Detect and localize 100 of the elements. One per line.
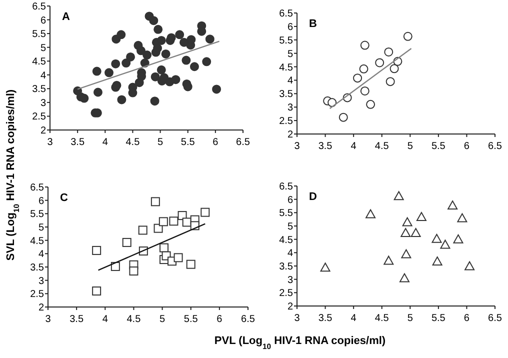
x-axis-title: PVL (Log$_{10}$ HIV-1 RNA copies/ml)	[214, 335, 386, 350]
x-tick-label: 5.5	[180, 137, 196, 148]
point	[186, 260, 196, 269]
y-tick-label: 6.5	[279, 182, 294, 192]
y-tick-label: 3	[287, 274, 294, 286]
x-tick-label: 5.5	[431, 313, 446, 324]
x-tick-label: 6	[216, 314, 223, 325]
y-tick-label: 2.5	[30, 289, 44, 300]
x-tick-label: 3.5	[70, 137, 85, 148]
point	[360, 86, 370, 96]
point	[136, 46, 146, 56]
point	[161, 49, 170, 58]
y-tick-label: 6.5	[32, 2, 46, 12]
point	[320, 262, 330, 272]
point	[142, 50, 152, 60]
x-tick-label: 4.5	[374, 313, 390, 324]
x-tick-label: 6	[464, 313, 470, 324]
point	[122, 238, 132, 247]
y-tick-label: 5.5	[32, 29, 46, 40]
point	[394, 191, 404, 200]
y-tick-label: 5.5	[279, 35, 294, 46]
point	[129, 266, 138, 276]
point	[403, 32, 412, 41]
annotation: C	[60, 192, 68, 204]
x-tick-label: 5	[160, 314, 166, 325]
y-tick-label: 4.5	[279, 234, 294, 246]
x-tick-label: 3.5	[318, 313, 333, 324]
point	[182, 56, 191, 65]
point	[202, 57, 212, 66]
y-tick-label: 5	[40, 42, 46, 54]
y-tick-label: 5.5	[279, 208, 294, 220]
point	[169, 216, 178, 226]
point	[386, 77, 395, 86]
point	[149, 16, 158, 26]
point	[359, 64, 368, 74]
x-tick-label: 3.5	[318, 141, 333, 152]
point	[160, 243, 168, 252]
point	[353, 74, 362, 83]
point	[111, 59, 120, 68]
point	[104, 68, 114, 78]
point	[457, 213, 468, 222]
point	[150, 197, 160, 206]
point	[154, 24, 163, 34]
annotation: D	[309, 191, 317, 203]
x-tick-label: 4	[350, 141, 357, 152]
point	[122, 58, 131, 68]
point	[400, 228, 411, 237]
x-tick-label: 6.5	[236, 137, 250, 148]
point	[200, 208, 210, 217]
point	[416, 212, 426, 221]
y-tick-label: 6	[40, 15, 46, 26]
point	[401, 249, 412, 258]
point	[366, 100, 376, 109]
point	[158, 217, 168, 226]
point	[453, 234, 464, 244]
point	[410, 228, 421, 237]
x-tick-label: 5	[158, 137, 164, 148]
y-tick-label: 4	[287, 248, 294, 260]
point	[464, 261, 475, 270]
y-tick-label: 6.5	[30, 182, 44, 194]
y-tick-label: 3.5	[32, 84, 46, 96]
point	[205, 34, 214, 44]
y-tick-label: 2.5	[32, 112, 46, 123]
point	[384, 256, 394, 265]
x-tick-label: 5	[407, 141, 414, 152]
point	[360, 40, 370, 50]
point	[156, 36, 166, 45]
y-tick-label: 5	[38, 222, 44, 234]
annotation: A	[62, 11, 70, 23]
point	[116, 30, 126, 40]
point	[154, 224, 163, 233]
point	[212, 84, 222, 94]
y-tick-label: 5	[287, 48, 294, 60]
x-tick-label: 6.5	[488, 141, 502, 152]
x-tick-label: 3	[294, 313, 300, 324]
y-tick-label: 4	[40, 70, 46, 82]
point	[174, 253, 183, 262]
y-tick-label: 3.5	[279, 262, 294, 272]
point	[390, 64, 399, 74]
point	[190, 62, 199, 72]
x-tick-label: 4	[350, 313, 357, 324]
y-tick-label: 6	[287, 22, 294, 33]
point	[150, 96, 160, 106]
y-tick-label: 4.5	[279, 62, 294, 74]
x-tick-label: 4.5	[126, 314, 142, 325]
x-tick-label: 4.5	[374, 141, 390, 152]
point	[150, 72, 160, 82]
y-tick-label: 3	[40, 98, 46, 109]
point	[138, 226, 148, 235]
point	[338, 112, 348, 122]
point	[117, 95, 126, 104]
y-tick-label: 6	[287, 194, 294, 206]
y-tick-label: 2	[287, 130, 294, 140]
x-tick-label: 6.5	[241, 314, 256, 325]
y-tick-label: 3.5	[279, 89, 294, 100]
point	[375, 58, 384, 68]
point	[92, 66, 102, 76]
y-tick-label: 3	[287, 102, 294, 114]
point	[93, 88, 102, 97]
y-tick-label: 4	[38, 249, 44, 260]
